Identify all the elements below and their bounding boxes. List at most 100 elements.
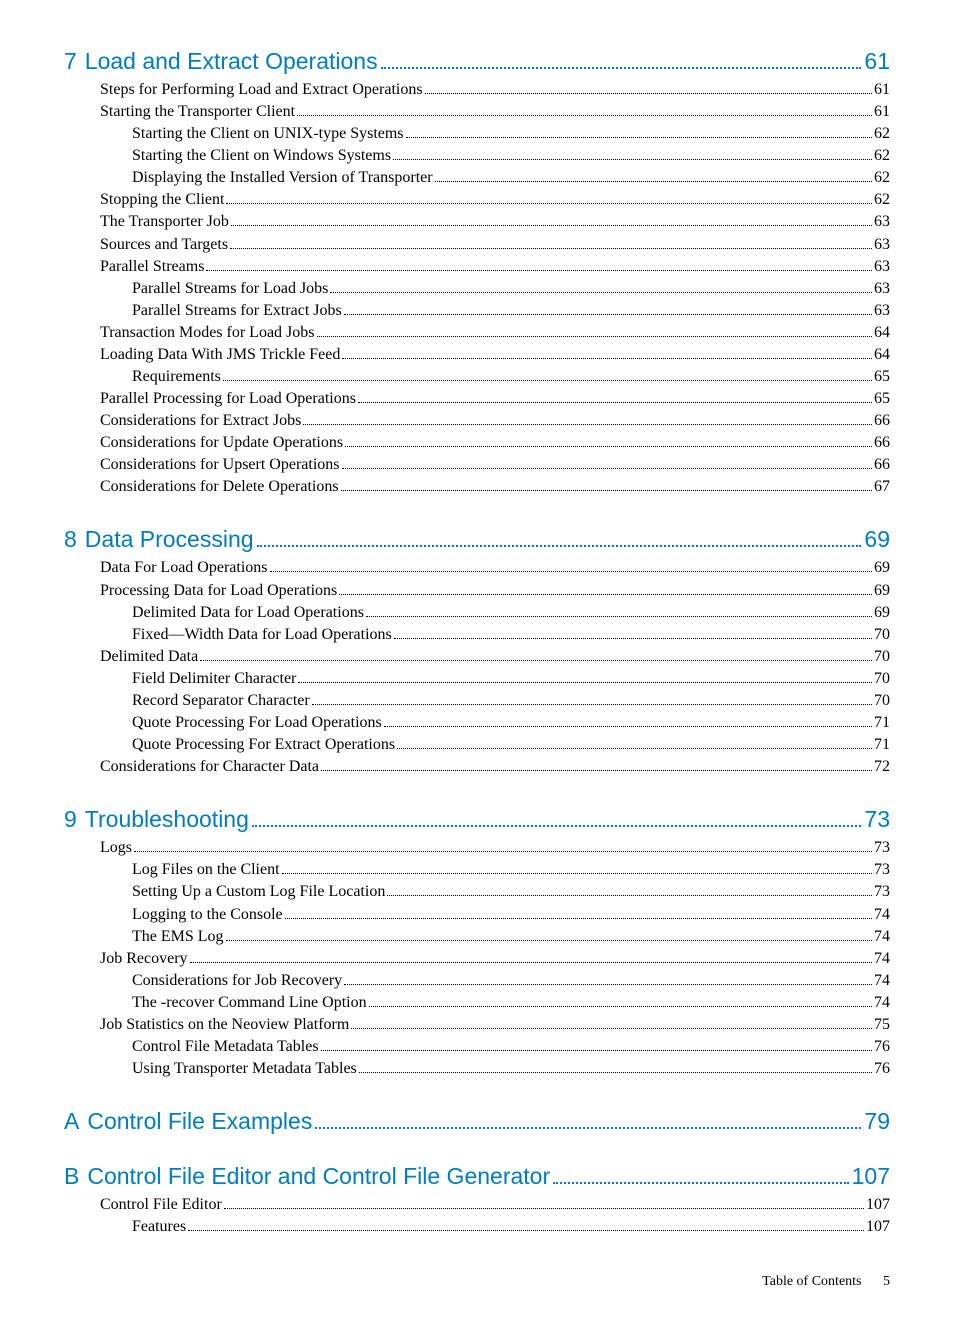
toc-entry[interactable]: Considerations for Delete Operations67 [64,476,890,498]
toc-entry[interactable]: Considerations for Extract Jobs66 [64,410,890,432]
toc-entry[interactable]: Parallel Processing for Load Operations6… [64,388,890,410]
entry-title: Control File Editor [100,1194,222,1216]
toc-entry[interactable]: Steps for Performing Load and Extract Op… [64,79,890,101]
toc-entry[interactable]: Stopping the Client62 [64,189,890,211]
footer-page-number: 5 [883,1274,890,1290]
entry-page: 63 [874,234,890,256]
toc-entry[interactable]: Loading Data With JMS Trickle Feed64 [64,344,890,366]
entry-page: 75 [874,1014,890,1036]
toc-entry[interactable]: Considerations for Character Data72 [64,756,890,778]
leader-dots [358,402,872,403]
toc-entry[interactable]: Considerations for Upsert Operations 66 [64,454,890,476]
leader-dots [425,93,872,94]
entry-title: Features [132,1216,186,1238]
toc-entry[interactable]: Logging to the Console74 [64,904,890,926]
toc-entry[interactable]: Transaction Modes for Load Jobs64 [64,322,890,344]
entry-page: 69 [874,602,890,624]
entry-page: 61 [874,79,890,101]
toc-entry[interactable]: Parallel Streams for Extract Jobs 63 [64,300,890,322]
leader-dots [406,137,872,138]
footer-label: Table of Contents [762,1274,861,1289]
entry-title: Quote Processing For Extract Operations [132,734,395,756]
toc-entry[interactable]: Delimited Data70 [64,646,890,668]
toc-entry[interactable]: Record Separator Character 70 [64,690,890,712]
entry-page: 70 [874,668,890,690]
toc-entry[interactable]: Log Files on the Client73 [64,859,890,881]
entry-page: 70 [874,690,890,712]
entry-title: Record Separator Character [132,690,310,712]
toc-entry[interactable]: Parallel Streams63 [64,256,890,278]
toc-entry[interactable]: Quote Processing For Load Operations71 [64,712,890,734]
toc-entry[interactable]: Starting the Client on Windows Systems62 [64,145,890,167]
toc-entry[interactable]: Quote Processing For Extract Operations 7… [64,734,890,756]
entry-page: 63 [874,300,890,322]
entry-page: 74 [874,970,890,992]
leader-dots [397,748,872,749]
entry-page: 76 [874,1036,890,1058]
entry-title: Requirements [132,366,221,388]
entry-title: Displaying the Installed Version of Tran… [132,167,433,189]
entry-page: 64 [874,344,890,366]
leader-dots [134,851,872,852]
toc-chapter-row[interactable]: 7Load and Extract Operations 61 [64,48,890,75]
toc-entry[interactable]: Considerations for Update Operations66 [64,432,890,454]
leader-dots [344,314,872,315]
leader-dots [381,67,862,69]
leader-dots [330,292,872,293]
toc-entry[interactable]: The EMS Log74 [64,926,890,948]
entry-title: Transaction Modes for Load Jobs [100,322,315,344]
toc-entry[interactable]: Logs73 [64,837,890,859]
toc-entry[interactable]: The Transporter Job63 [64,211,890,233]
chapter-title: Data Processing [85,526,254,553]
toc-entry[interactable]: Parallel Streams for Load Jobs63 [64,278,890,300]
entry-page: 65 [874,388,890,410]
leader-dots [345,446,872,447]
toc-entry[interactable]: Sources and Targets63 [64,234,890,256]
chapter-page: 79 [864,1108,890,1135]
toc-entry[interactable]: Control File Editor 107 [64,1194,890,1216]
toc-chapter-row[interactable]: AControl File Examples79 [64,1108,890,1135]
toc-entry[interactable]: Using Transporter Metadata Tables76 [64,1058,890,1080]
chapter-page: 69 [864,526,890,553]
leader-dots [200,660,872,661]
entry-title: The EMS Log [132,926,224,948]
toc-entry[interactable]: Considerations for Job Recovery74 [64,970,890,992]
toc-chapter-row[interactable]: 8Data Processing69 [64,526,890,553]
leader-dots [257,545,862,547]
leader-dots [188,1230,864,1231]
toc-entry[interactable]: Control File Metadata Tables76 [64,1036,890,1058]
toc-entry[interactable]: Displaying the Installed Version of Tran… [64,167,890,189]
leader-dots [394,638,872,639]
entry-page: 70 [874,624,890,646]
toc-entry[interactable]: Starting the Client on UNIX-type Systems… [64,123,890,145]
toc-entry[interactable]: Fixed—Width Data for Load Operations70 [64,624,890,646]
toc-entry[interactable]: Job Statistics on the Neoview Platform 7… [64,1014,890,1036]
toc-entry[interactable]: Requirements65 [64,366,890,388]
leader-dots [384,726,872,727]
toc-entry[interactable]: Delimited Data for Load Operations69 [64,602,890,624]
entry-page: 66 [874,454,890,476]
entry-page: 71 [874,734,890,756]
toc-section: 9Troubleshooting73 Logs73Log Files on the… [64,806,890,1080]
toc-entry[interactable]: Features107 [64,1216,890,1238]
toc-entry[interactable]: Data For Load Operations69 [64,557,890,579]
leader-dots [297,115,872,116]
toc-entry[interactable]: Job Recovery74 [64,948,890,970]
chapter-number: 9 [64,806,77,833]
leader-dots [321,770,872,771]
toc-entry[interactable]: The -recover Command Line Option74 [64,992,890,1014]
entry-page: 73 [874,859,890,881]
leader-dots [553,1182,849,1184]
toc-entry[interactable]: Setting Up a Custom Log File Location73 [64,881,890,903]
toc-entry[interactable]: Processing Data for Load Operations69 [64,580,890,602]
leader-dots [270,571,872,572]
entry-title: Parallel Streams [100,256,204,278]
toc-chapter-row[interactable]: 9Troubleshooting73 [64,806,890,833]
leader-dots [387,895,872,896]
entry-title: Parallel Streams for Extract Jobs [132,300,342,322]
toc-entry[interactable]: Starting the Transporter Client 61 [64,101,890,123]
toc-chapter-row[interactable]: BControl File Editor and Control File Ge… [64,1163,890,1190]
chapter-page: 73 [864,806,890,833]
entry-title: Processing Data for Load Operations [100,580,337,602]
toc-entry[interactable]: Field Delimiter Character70 [64,668,890,690]
